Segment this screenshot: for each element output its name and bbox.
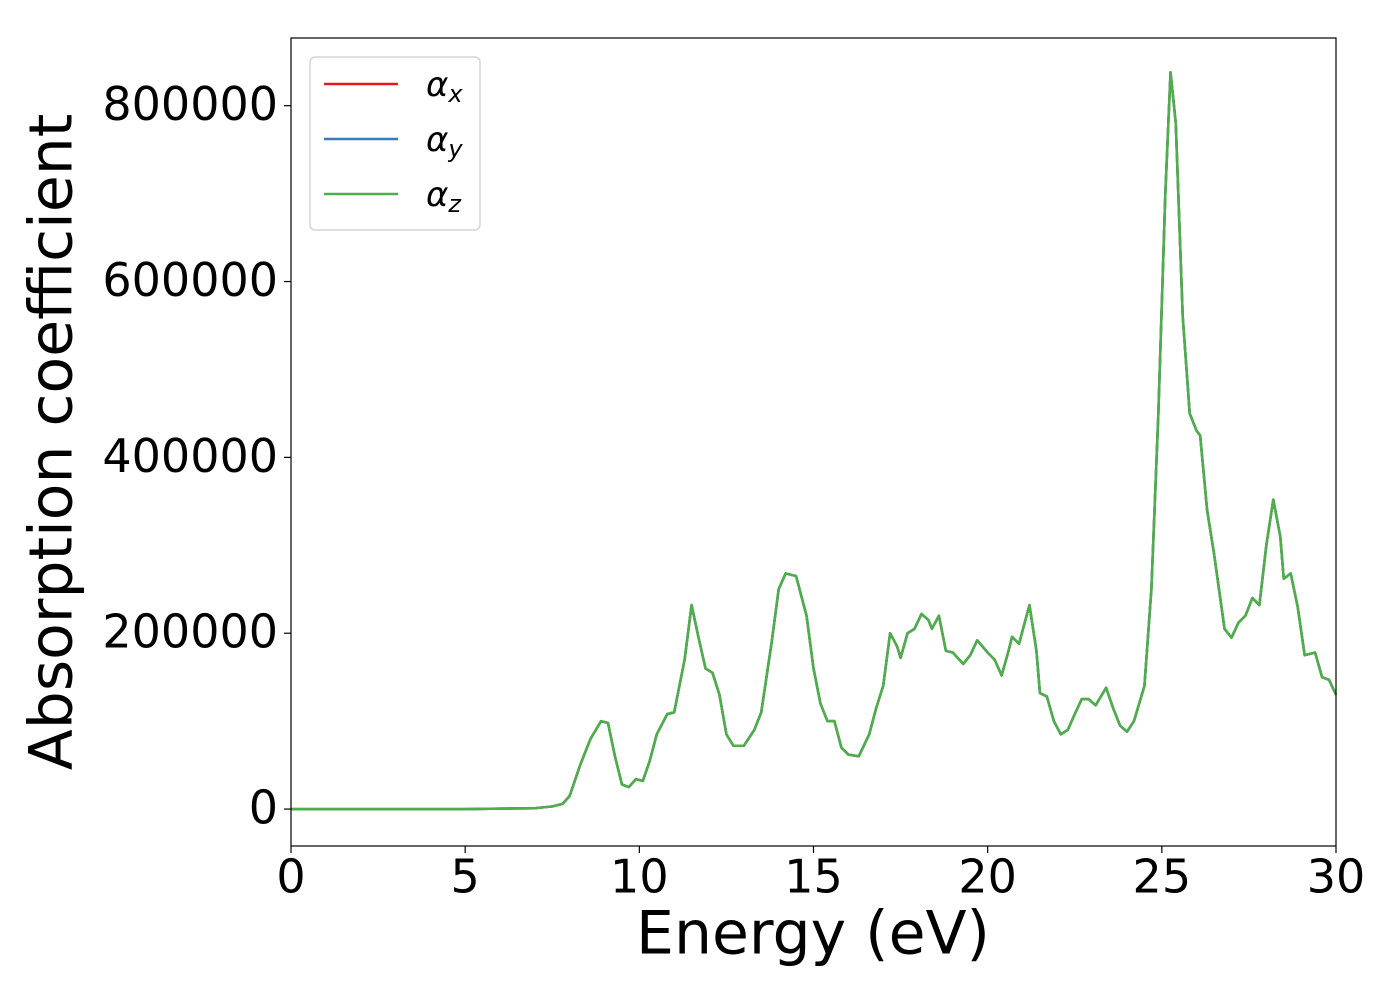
- x-tick-label: 20: [958, 850, 1017, 904]
- plot-frame: [290, 37, 1337, 847]
- x-tick-label: 30: [1307, 850, 1366, 904]
- y-tick-label: 600000: [102, 253, 278, 307]
- x-tick-label: 5: [451, 850, 480, 904]
- x-tick-label: 10: [610, 850, 669, 904]
- y-tick-label: 800000: [102, 77, 278, 131]
- x-tick-label: 0: [276, 850, 305, 904]
- y-axis-label: Absorption coefficient: [17, 114, 87, 771]
- series-line: [291, 71, 1338, 811]
- x-tick-label: 15: [784, 850, 843, 904]
- x-tick-label: 25: [1133, 850, 1192, 904]
- x-axis-label: Energy (eV): [636, 899, 990, 969]
- legend: αx αy αz: [309, 56, 481, 231]
- legend-label: αz: [426, 175, 462, 219]
- y-tick-label: 0: [249, 781, 278, 835]
- y-tick-label: 200000: [102, 605, 278, 659]
- legend-box: [309, 56, 481, 231]
- legend-label: αy: [426, 120, 463, 164]
- y-tick-label: 400000: [102, 429, 278, 483]
- legend-label: αx: [426, 65, 463, 109]
